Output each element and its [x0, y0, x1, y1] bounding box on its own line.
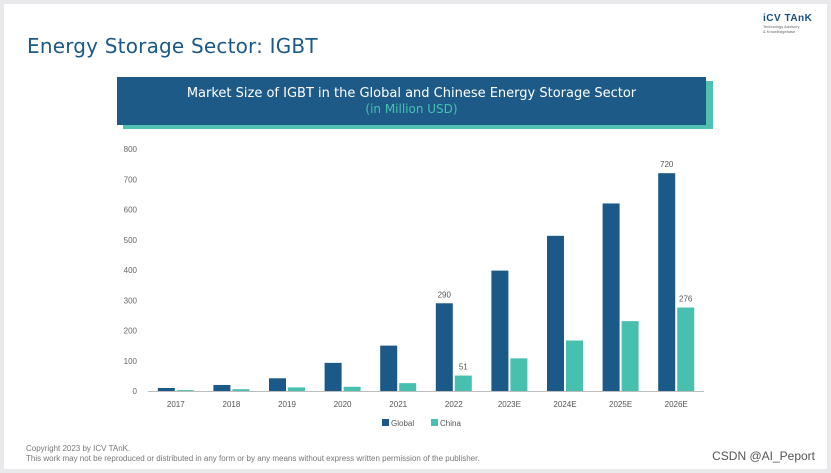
bar-global-2023e	[491, 270, 509, 391]
legend-label-global: Global	[391, 419, 414, 428]
bar-global-2017	[157, 387, 175, 391]
y-tick-label: 700	[124, 175, 138, 184]
data-label: 276	[679, 295, 693, 304]
data-label: 290	[438, 290, 452, 299]
legend-label-china: China	[440, 419, 461, 428]
bar-global-2026e	[658, 173, 676, 391]
bar-china-2021	[399, 383, 417, 391]
x-tick-label: 2019	[278, 400, 296, 409]
y-tick-label: 800	[124, 145, 138, 154]
bar-global-2019	[269, 378, 286, 391]
chart-subtitle: (in Million USD)	[365, 102, 458, 116]
bar-global-2022	[435, 303, 453, 391]
legend-swatch-global	[382, 419, 389, 426]
logo-sub-1: Technology Advisory	[763, 24, 800, 29]
bar-china-2026e	[677, 307, 695, 391]
disclaimer-line: This work may not be reproduced or distr…	[26, 454, 480, 463]
y-tick-label: 500	[124, 236, 138, 245]
watermark: CSDN @AI_Peport	[712, 449, 815, 463]
x-tick-label: 2024E	[553, 400, 576, 409]
x-tick-label: 2017	[167, 400, 185, 409]
bar-global-2025e	[602, 203, 620, 391]
x-tick-label: 2022	[445, 400, 463, 409]
x-tick-label: 2018	[223, 400, 241, 409]
bar-china-2023e	[510, 358, 528, 391]
logo-sub-2: & Knowledgebase	[763, 29, 796, 34]
bar-china-2018	[232, 389, 250, 391]
x-tick-label: 2021	[389, 400, 407, 409]
y-tick-label: 200	[124, 327, 138, 336]
bar-global-2020	[324, 362, 342, 391]
x-tick-label: 2020	[334, 400, 352, 409]
bar-global-2018	[213, 384, 231, 391]
logo-main: iCV TAnK	[763, 13, 813, 24]
x-tick-label: 2026E	[665, 400, 688, 409]
bar-china-2019	[288, 387, 305, 391]
page-title: Energy Storage Sector: IGBT	[27, 34, 318, 58]
y-tick-label: 600	[124, 206, 138, 215]
bar-global-2024e	[547, 235, 564, 391]
bar-global-2021	[380, 345, 398, 391]
data-label: 720	[660, 160, 674, 169]
data-label: 51	[459, 363, 468, 372]
bar-china-2020	[343, 386, 361, 391]
x-tick-label: 2023E	[498, 400, 521, 409]
chart-title: Market Size of IGBT in the Global and Ch…	[186, 86, 637, 101]
bar-china-2022	[454, 375, 472, 391]
y-tick-label: 0	[133, 387, 138, 396]
copyright-line: Copyright 2023 by ICV TAnK.	[26, 444, 131, 453]
y-tick-label: 300	[124, 296, 138, 305]
legend-swatch-china	[431, 419, 438, 426]
logo: iCV TAnK Technology Advisory & Knowledge…	[763, 13, 823, 34]
bar-china-2024e	[566, 340, 583, 391]
y-tick-label: 400	[124, 266, 138, 275]
chart-title-banner: Market Size of IGBT in the Global and Ch…	[117, 77, 706, 125]
x-tick-label: 2025E	[609, 400, 632, 409]
footer: Copyright 2023 by ICV TAnK. This work ma…	[26, 444, 480, 464]
bar-china-2017	[176, 390, 194, 391]
y-tick-label: 100	[124, 357, 138, 366]
bar-china-2025e	[621, 321, 639, 391]
